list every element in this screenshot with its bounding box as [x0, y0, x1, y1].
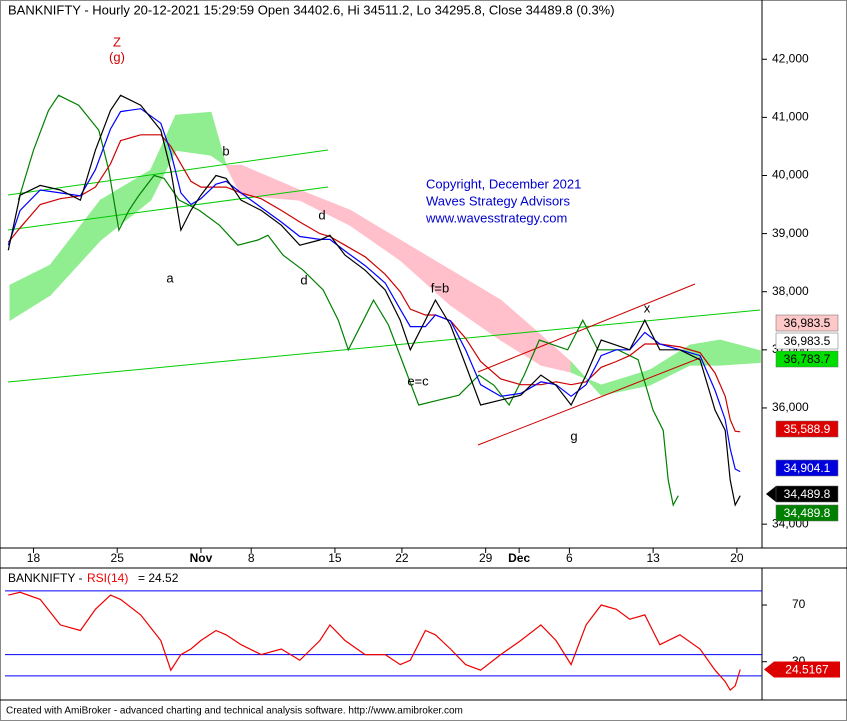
wave-label: f=b [431, 280, 449, 295]
x-tick-label: 20 [730, 551, 744, 565]
last-value-box: 36,983.5 [775, 314, 839, 332]
last-value-label: 34,489.8 [784, 506, 831, 520]
line-series [8, 591, 741, 692]
last-value-box: 35,588.9 [775, 420, 839, 438]
footer: Created with AmiBroker - advanced charti… [6, 706, 463, 717]
line-series [7, 134, 741, 433]
box [775, 459, 839, 477]
wave-label: Z [113, 34, 121, 49]
box [775, 485, 839, 503]
last-value-box: 34,904.1 [775, 459, 839, 477]
x-tick-label: Dec [508, 551, 530, 565]
wave-label: a [166, 270, 174, 285]
x-tick-label: 18 [27, 551, 41, 565]
y-tick-label: 39,000 [772, 226, 809, 240]
trend-line [7, 186, 329, 231]
x-tick-label: 22 [395, 551, 409, 565]
box [775, 314, 839, 332]
box [775, 350, 839, 368]
wave-label: b [222, 143, 229, 158]
cloud-segment [719, 339, 761, 366]
y-tick-label: 70 [792, 597, 806, 611]
x-tick-label: 8 [248, 551, 255, 565]
last-value-label: 35,588.9 [784, 422, 831, 436]
wave-label: d [300, 272, 307, 287]
cloud-segment [689, 339, 721, 366]
trend-line [7, 309, 761, 383]
rsi-last-box: 24.5167 [764, 661, 840, 678]
last-value-box: 36,783.7 [775, 350, 839, 368]
chart-header: BANKNIFTY - Hourly 20-12-2021 15:29:59 O… [8, 2, 615, 17]
rsi-title: = 24.52 [138, 571, 179, 585]
line-series [7, 108, 741, 473]
last-value-label: 36,983.5 [784, 334, 831, 348]
y-tick-label: 41,000 [772, 110, 809, 124]
last-value-label: 34,489.8 [784, 487, 831, 501]
rsi-title: RSI(14) [87, 571, 128, 585]
y-tick-label: 42,000 [772, 51, 809, 65]
box [775, 504, 839, 522]
rsi-last-label: 24.5167 [785, 663, 829, 677]
wave-label: g [570, 428, 577, 443]
copyright: www.wavesstrategy.com [425, 210, 567, 225]
wave-label: (g) [109, 49, 125, 64]
x-tick-label: Nov [190, 551, 213, 565]
trend-line [7, 149, 329, 196]
box-pointer [764, 661, 774, 678]
last-value-label: 36,783.7 [784, 352, 831, 366]
wave-label: e=c [407, 373, 429, 388]
copyright: Waves Strategy Advisors [426, 193, 571, 208]
last-value-label: 36,983.5 [784, 316, 831, 330]
y-tick-label: 38,000 [772, 284, 809, 298]
x-tick-label: 13 [646, 551, 660, 565]
copyright: Copyright, December 2021 [426, 176, 581, 191]
y-tick-label: 40,000 [772, 168, 809, 182]
channel-line [477, 357, 701, 446]
x-tick-label: 15 [328, 551, 342, 565]
rsi-title: BANKNIFTY - [8, 571, 82, 585]
x-tick-label: 29 [479, 551, 493, 565]
last-value-label: 34,904.1 [784, 461, 831, 475]
x-tick-label: 6 [566, 551, 573, 565]
x-tick-label: 25 [111, 551, 125, 565]
wave-label: d [318, 207, 325, 222]
last-value-box: 34,489.8 [766, 485, 839, 503]
y-tick-label: 36,000 [772, 400, 809, 414]
box-pointer [766, 486, 776, 502]
last-value-box: 34,489.8 [775, 504, 839, 522]
wave-label: x [644, 300, 651, 315]
box [775, 420, 839, 438]
line-series [17, 94, 679, 507]
last-value-box: 36,983.5 [775, 332, 839, 350]
box [774, 661, 840, 678]
line-series [7, 94, 741, 507]
cloud-segment [210, 112, 227, 167]
box [775, 332, 839, 350]
cloud-segment [175, 111, 212, 156]
